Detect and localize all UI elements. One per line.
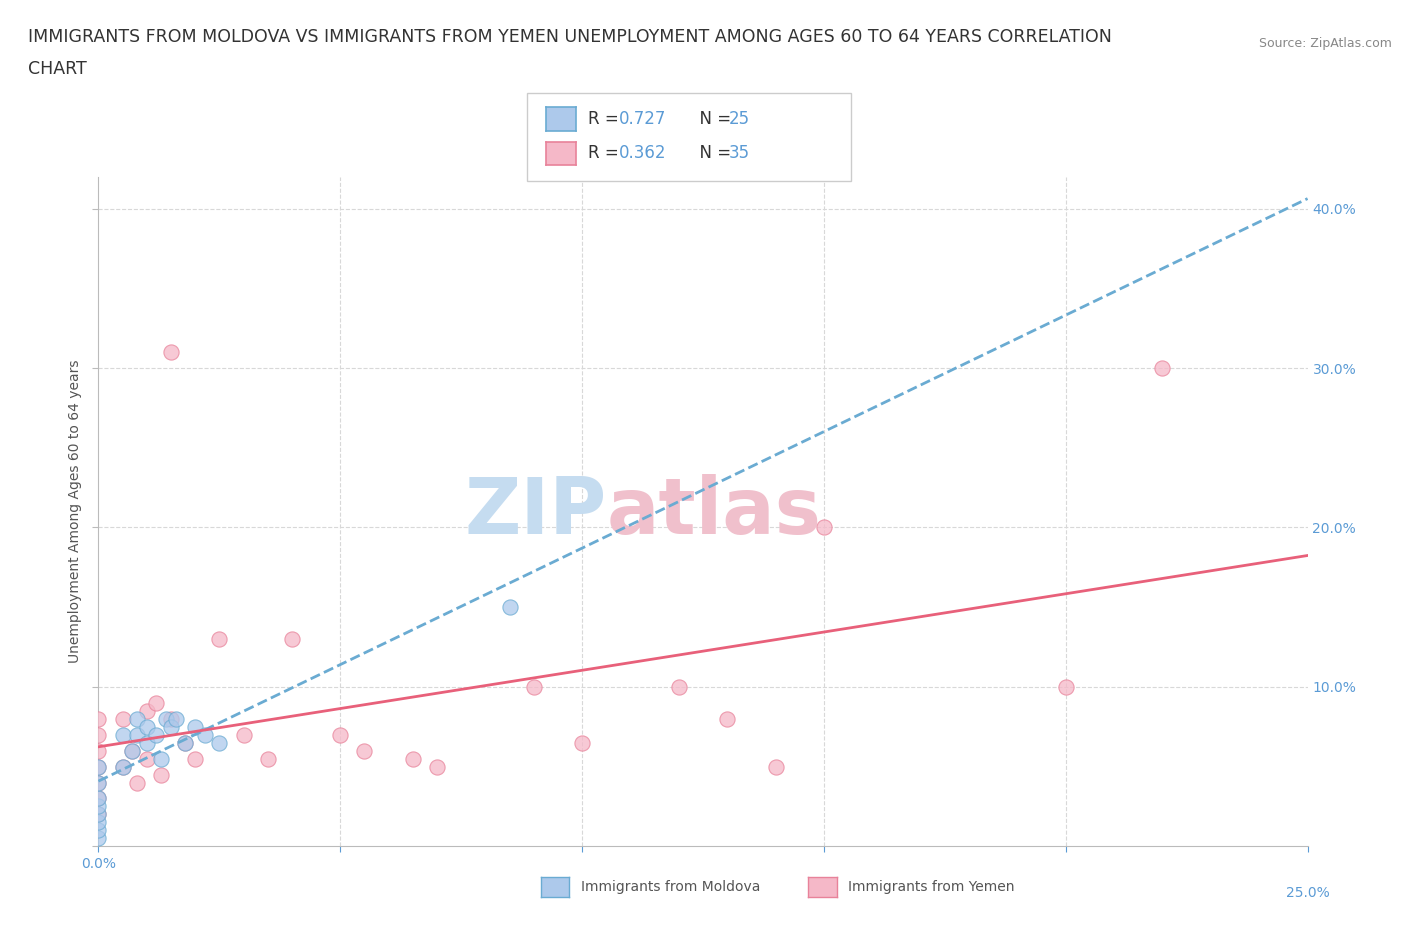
Point — [127, 727, 149, 742]
Point — [145, 696, 167, 711]
Text: atlas: atlas — [606, 473, 821, 550]
Y-axis label: Unemployment Among Ages 60 to 64 years: Unemployment Among Ages 60 to 64 years — [67, 360, 82, 663]
Text: R =: R = — [588, 110, 624, 128]
Point — [1152, 361, 1174, 376]
Text: ZIP: ZIP — [464, 473, 606, 550]
Point — [184, 719, 207, 734]
Point — [281, 631, 304, 646]
Point — [256, 751, 278, 766]
Text: 25: 25 — [728, 110, 749, 128]
Point — [174, 736, 197, 751]
Text: Immigrants from Yemen: Immigrants from Yemen — [848, 880, 1014, 895]
Point — [127, 775, 149, 790]
Point — [87, 823, 110, 838]
Point — [135, 703, 157, 718]
Point — [121, 743, 143, 758]
Text: 0.727: 0.727 — [619, 110, 666, 128]
Point — [184, 751, 207, 766]
Point — [716, 711, 738, 726]
Text: R =: R = — [588, 144, 624, 163]
Point — [329, 727, 352, 742]
Point — [160, 345, 183, 360]
Point — [87, 799, 110, 814]
Point — [165, 711, 187, 726]
Point — [87, 743, 110, 758]
Text: N =: N = — [689, 144, 737, 163]
Point — [765, 759, 787, 774]
Text: Source: ZipAtlas.com: Source: ZipAtlas.com — [1258, 37, 1392, 50]
Point — [87, 775, 110, 790]
Point — [135, 719, 157, 734]
Point — [87, 759, 110, 774]
Point — [813, 520, 835, 535]
Point — [160, 711, 183, 726]
Point — [1054, 680, 1077, 695]
Point — [668, 680, 690, 695]
Point — [127, 711, 149, 726]
Point — [208, 631, 231, 646]
Point — [523, 680, 546, 695]
Point — [208, 736, 231, 751]
Point — [155, 711, 177, 726]
Point — [87, 727, 110, 742]
Point — [135, 751, 157, 766]
Point — [111, 759, 134, 774]
Text: Immigrants from Moldova: Immigrants from Moldova — [581, 880, 761, 895]
Point — [571, 736, 593, 751]
Point — [87, 791, 110, 806]
Point — [426, 759, 449, 774]
Point — [87, 815, 110, 830]
Text: 25.0%: 25.0% — [1285, 886, 1330, 900]
Point — [87, 759, 110, 774]
Point — [150, 767, 173, 782]
Point — [87, 830, 110, 845]
Point — [174, 736, 197, 751]
Text: 0.362: 0.362 — [619, 144, 666, 163]
Point — [111, 711, 134, 726]
Text: CHART: CHART — [28, 60, 87, 78]
Text: 35: 35 — [728, 144, 749, 163]
Point — [402, 751, 425, 766]
Point — [160, 719, 183, 734]
Point — [111, 759, 134, 774]
Point — [135, 736, 157, 751]
Point — [87, 791, 110, 806]
Point — [87, 807, 110, 822]
Point — [145, 727, 167, 742]
Point — [87, 711, 110, 726]
Point — [232, 727, 254, 742]
Point — [150, 751, 173, 766]
Point — [87, 807, 110, 822]
Point — [353, 743, 375, 758]
Point — [121, 743, 143, 758]
Text: N =: N = — [689, 110, 737, 128]
Point — [194, 727, 217, 742]
Point — [498, 600, 520, 615]
Text: IMMIGRANTS FROM MOLDOVA VS IMMIGRANTS FROM YEMEN UNEMPLOYMENT AMONG AGES 60 TO 6: IMMIGRANTS FROM MOLDOVA VS IMMIGRANTS FR… — [28, 28, 1112, 46]
Point — [111, 727, 134, 742]
Point — [87, 775, 110, 790]
